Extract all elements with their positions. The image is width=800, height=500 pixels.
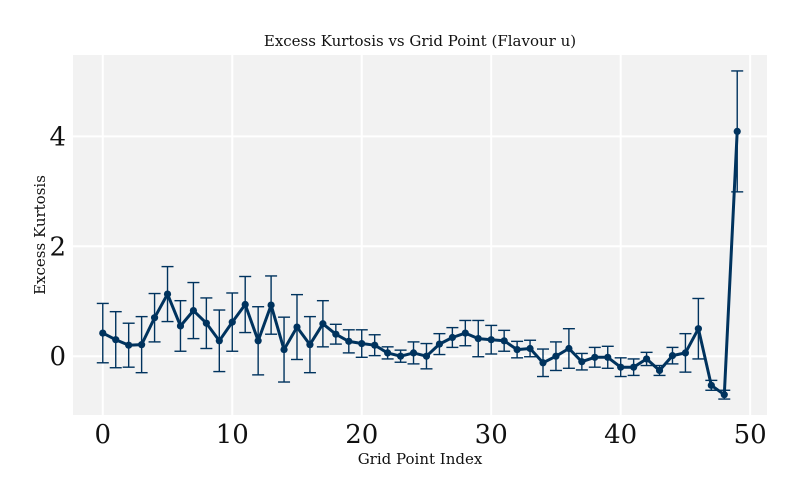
data-point [215,337,223,345]
data-point [513,345,521,354]
data-point [125,341,133,349]
data-point [332,330,340,338]
data-point [552,352,560,360]
data-point [539,359,547,367]
data-point [565,344,573,353]
data-point [150,314,159,322]
data-point [707,381,715,389]
data-point [526,344,534,353]
data-point [409,349,418,357]
data-point [396,352,405,360]
y-axis-label: Excess Kurtosis [31,175,49,295]
data-point [293,323,301,331]
data-point [306,341,314,349]
x-tick-label: 10 [216,420,249,450]
data-point [448,333,456,342]
x-tick-label: 50 [734,420,767,450]
data-point [384,349,392,357]
data-point [371,341,379,349]
grid [73,55,767,415]
data-point [630,363,638,371]
data-point [733,127,741,135]
data-point [681,349,690,357]
data-point [163,290,172,298]
data-point [228,318,236,326]
x-tick-label: 30 [475,420,508,450]
data-point [202,319,210,327]
data-point [358,339,366,348]
x-tick-labels: 0 10 20 30 40 50 [95,420,767,450]
x-axis-label: Grid Point Index [358,450,483,468]
x-tick-label: 40 [604,420,637,450]
data-point [138,341,146,349]
data-point [604,353,612,361]
data-point [474,335,482,343]
data-point [642,355,651,363]
data-point [189,306,198,315]
data-point [99,329,107,337]
data-point [267,301,275,309]
data-point [280,345,288,354]
y-tick-label: 4 [49,122,66,152]
data-point [241,300,249,309]
data-point [254,337,262,345]
data-point [487,336,495,344]
data-point [694,325,702,333]
data-point [422,352,431,360]
data-point [500,337,508,345]
x-tick-label: 0 [95,420,112,450]
data-point [176,322,185,330]
plot-area [73,55,767,415]
data-point [617,363,625,371]
y-tick-label: 0 [49,342,66,372]
x-tick-label: 20 [345,420,378,450]
y-tick-label: 2 [49,232,66,262]
chart-title: Excess Kurtosis vs Grid Point (Flavour u… [264,32,576,50]
data-point [720,391,728,399]
data-point [668,352,677,360]
y-tick-labels: 0 2 4 [49,122,66,372]
data-point [345,337,353,345]
data-point [112,336,120,344]
data-point [591,353,599,361]
data-point [578,358,586,366]
data-point [435,340,444,348]
data-point [319,320,327,328]
data-point [655,366,664,375]
data-point [461,329,469,337]
data-points [99,127,741,399]
